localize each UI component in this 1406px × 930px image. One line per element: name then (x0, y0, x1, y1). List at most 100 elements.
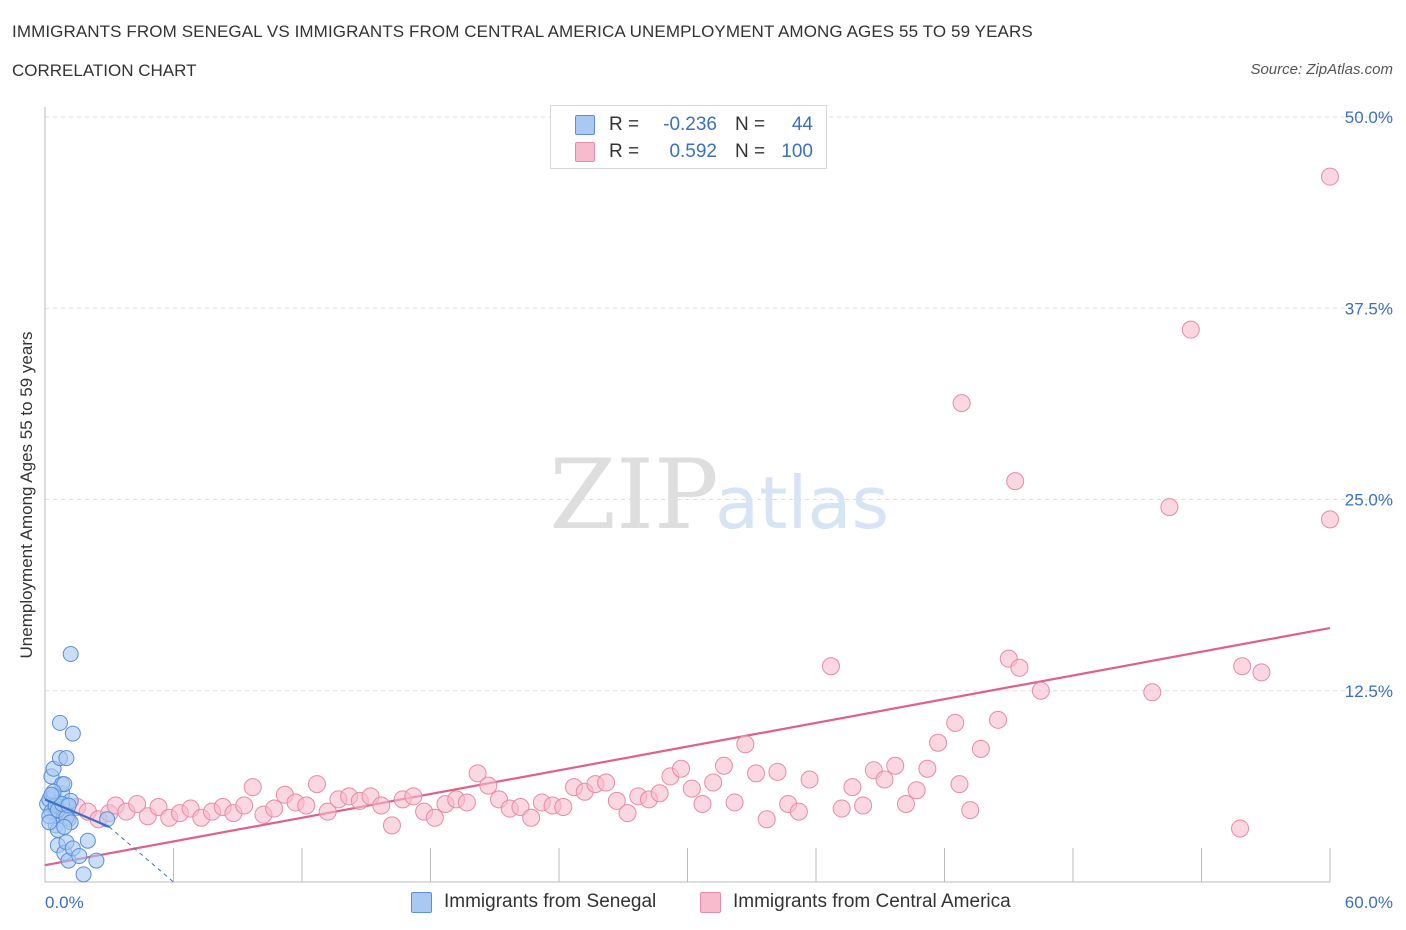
point-central-america (382, 816, 401, 835)
point-central-america (243, 778, 262, 797)
legend-swatch-senegal (575, 115, 595, 135)
point-central-america (307, 775, 326, 794)
point-senegal (56, 818, 73, 835)
point-central-america (1321, 510, 1339, 529)
point-central-america (961, 801, 980, 820)
point-central-america (672, 759, 691, 778)
point-central-america (821, 657, 840, 676)
point-central-america (918, 759, 937, 778)
point-central-america (875, 770, 894, 789)
chart-subtitle: CORRELATION CHART (12, 61, 197, 80)
legend-row-senegal: R = -0.236 N = 44 (575, 113, 813, 137)
point-central-america (682, 779, 701, 798)
point-central-america (372, 796, 391, 815)
point-central-america (950, 775, 969, 794)
point-central-america (843, 778, 862, 797)
point-central-america (597, 773, 616, 792)
point-central-america (1143, 683, 1162, 702)
watermark-atlas: atlas (715, 461, 889, 545)
bottom-legend-senegal[interactable]: Immigrants from Senegal (411, 889, 656, 915)
point-senegal (71, 847, 88, 864)
point-central-america (929, 733, 948, 752)
point-central-america (128, 794, 147, 813)
point-central-america (854, 796, 873, 815)
point-central-america (1006, 472, 1025, 491)
trend-line-central-america (44, 626, 1331, 867)
point-central-america (725, 793, 744, 812)
point-senegal (79, 832, 96, 849)
point-central-america (1231, 819, 1250, 838)
legend-r-value-central-america: 0.592 (669, 141, 717, 162)
point-central-america (896, 794, 915, 813)
bottom-legend-swatch-central-america (700, 891, 721, 913)
point-senegal (64, 725, 81, 742)
bottom-legend-label-senegal: Immigrants from Senegal (444, 891, 657, 912)
point-central-america (235, 796, 254, 815)
point-central-america (736, 735, 755, 754)
point-central-america (425, 808, 444, 827)
legend-n-label: N = (735, 141, 766, 162)
legend-r-label: R = (609, 141, 640, 162)
point-senegal (62, 646, 79, 663)
point-central-america (149, 798, 168, 817)
trend-senegal (44, 798, 174, 883)
point-central-america (907, 781, 926, 800)
legend-r-value-senegal: -0.236 (663, 114, 717, 135)
point-central-america (607, 791, 626, 810)
legend-swatch-central-america (575, 142, 595, 162)
point-central-america (1160, 498, 1179, 517)
point-senegal (58, 750, 75, 767)
correlation-legend: R = -0.236 N = 44 R = 0.592 N = 100 (550, 105, 827, 169)
point-central-america (468, 764, 487, 783)
point-central-america (1233, 657, 1252, 676)
trend-line-senegal-extrapolated (108, 826, 174, 883)
watermark: ZIP atlas (549, 439, 889, 551)
point-central-america (946, 713, 965, 732)
point-central-america (886, 756, 905, 775)
watermark-zip: ZIP (549, 439, 718, 551)
point-central-america (265, 799, 284, 818)
point-senegal (51, 714, 68, 731)
point-central-america (318, 802, 337, 821)
point-central-america (832, 799, 851, 818)
legend-n-value-central-america: 100 (781, 141, 813, 162)
bottom-legend-label-central-america: Immigrants from Central America (733, 891, 1011, 912)
legend-row-central-america: R = 0.592 N = 100 (575, 140, 813, 164)
point-central-america (952, 394, 971, 413)
point-central-america (650, 784, 669, 803)
points-central-america (46, 167, 1339, 838)
point-central-america (757, 810, 776, 829)
point-central-america (1181, 320, 1200, 339)
legend-n-value-senegal: 44 (791, 114, 813, 135)
y-tick-label: 12.5% (1345, 682, 1393, 701)
chart-title: IMMIGRANTS FROM SENEGAL VS IMMIGRANTS FR… (12, 22, 1033, 41)
x-tick-label: 0.0% (45, 893, 84, 912)
legend-r-label: R = (609, 114, 640, 135)
bottom-legend-central-america[interactable]: Immigrants from Central America (700, 889, 1011, 915)
point-central-america (1031, 681, 1050, 700)
point-central-america (618, 804, 637, 823)
point-central-america (971, 739, 990, 758)
trend-central-america (44, 626, 1331, 867)
gridlines (45, 116, 1392, 692)
legend-n-label: N = (735, 114, 766, 135)
x-tick-label: 60.0% (1345, 893, 1393, 912)
point-central-america (989, 710, 1008, 729)
point-central-america (511, 798, 530, 817)
point-central-america (747, 764, 766, 783)
point-central-america (1010, 658, 1029, 677)
point-central-america (522, 808, 541, 827)
y-tick-label: 25.0% (1345, 491, 1393, 510)
point-senegal (75, 866, 92, 883)
point-central-america (297, 796, 316, 815)
source-credit: Source: ZipAtlas.com (1250, 61, 1393, 78)
point-central-america (693, 794, 712, 813)
point-central-america (714, 756, 733, 775)
y-tick-label: 37.5% (1345, 299, 1393, 318)
point-central-america (768, 762, 787, 781)
point-central-america (704, 773, 723, 792)
y-tick-label: 50.0% (1345, 108, 1393, 127)
y-axis-label: Unemployment Among Ages 55 to 59 years (17, 331, 36, 659)
bottom-legend-swatch-senegal (411, 891, 432, 913)
